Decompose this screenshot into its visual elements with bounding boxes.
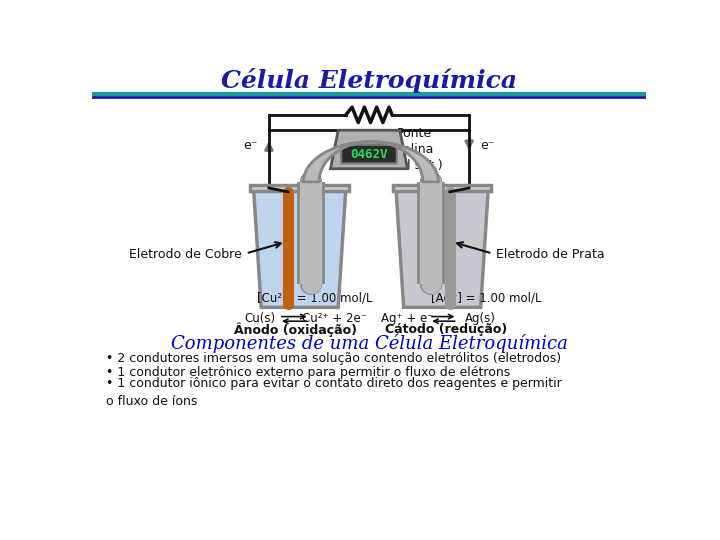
Text: • 2 condutores imersos em uma solução contendo eletrólitos (eletrodos): • 2 condutores imersos em uma solução co… (106, 353, 561, 366)
Polygon shape (304, 142, 438, 182)
Text: • 1 condutor iônico para evitar o contato direto dos reagentes e permitir
o flux: • 1 condutor iônico para evitar o contat… (106, 376, 562, 408)
Text: Ponte
Salina
(KCl sat.): Ponte Salina (KCl sat.) (387, 127, 443, 172)
Bar (251, 185, 349, 191)
Bar (393, 185, 492, 191)
Text: Eletrodo de Prata: Eletrodo de Prata (496, 248, 605, 261)
Text: Eletrodo de Cobre: Eletrodo de Cobre (129, 248, 242, 261)
Polygon shape (330, 130, 408, 168)
Text: Ag(s): Ag(s) (465, 313, 496, 326)
Text: Componentes de uma Célula Eletroquímica: Componentes de uma Célula Eletroquímica (171, 334, 567, 353)
Text: Ag⁺ + e⁻: Ag⁺ + e⁻ (382, 313, 433, 326)
Text: [Cu²⁺] = 1.00 mol/L: [Cu²⁺] = 1.00 mol/L (257, 292, 373, 305)
Text: [Ag⁺] = 1.00 mol/L: [Ag⁺] = 1.00 mol/L (431, 292, 541, 305)
Text: e⁻: e⁻ (481, 139, 495, 152)
Text: Ânodo (oxidação): Ânodo (oxidação) (234, 322, 357, 337)
Text: • 1 condutor eletrônico externo para permitir o fluxo de elétrons: • 1 condutor eletrônico externo para per… (106, 366, 510, 379)
Polygon shape (253, 188, 346, 307)
Text: 0462V: 0462V (350, 147, 388, 160)
Text: Cátodo (redução): Cátodo (redução) (385, 323, 507, 336)
Polygon shape (396, 188, 488, 307)
Polygon shape (304, 142, 438, 182)
Text: Cu(s): Cu(s) (244, 313, 275, 326)
Text: Cu²⁺ + 2e⁻: Cu²⁺ + 2e⁻ (302, 313, 367, 326)
FancyBboxPatch shape (341, 145, 397, 164)
Text: Célula Eletroquímica: Célula Eletroquímica (221, 68, 517, 93)
Text: e⁻: e⁻ (243, 139, 257, 152)
